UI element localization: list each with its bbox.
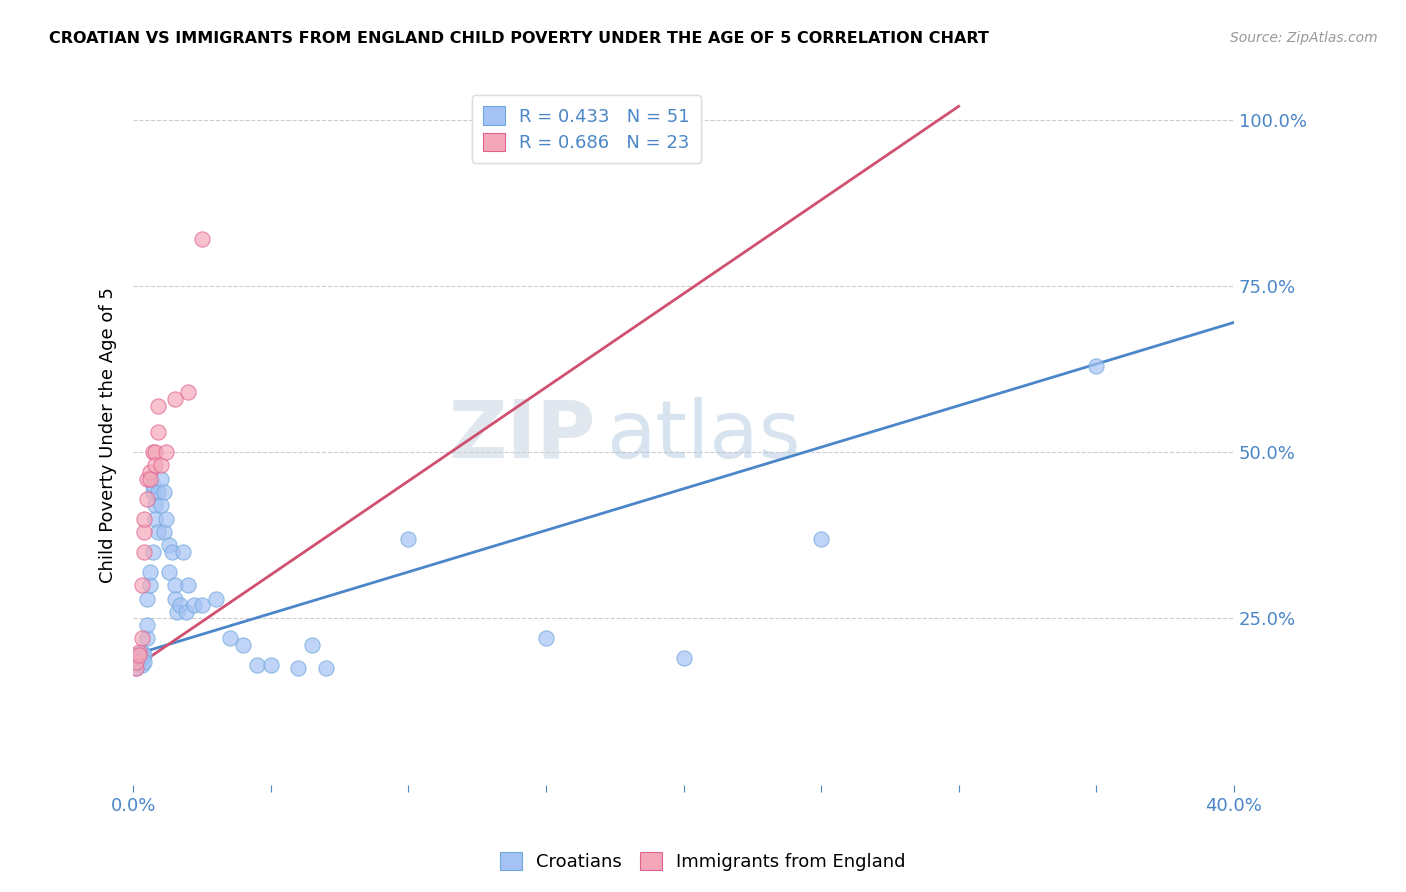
Point: [134, 512, 156, 526]
Point: [398, 532, 420, 546]
Point: [136, 632, 159, 646]
Point: [1085, 359, 1108, 373]
Point: [142, 545, 165, 559]
Point: [134, 524, 156, 539]
Point: [169, 598, 191, 612]
Point: [146, 425, 169, 440]
Point: [136, 491, 159, 506]
Point: [174, 605, 197, 619]
Legend: Croatians, Immigrants from England: Croatians, Immigrants from England: [494, 845, 912, 879]
Point: [131, 651, 153, 665]
Point: [205, 591, 228, 606]
Text: CROATIAN VS IMMIGRANTS FROM ENGLAND CHILD POVERTY UNDER THE AGE OF 5 CORRELATION: CROATIAN VS IMMIGRANTS FROM ENGLAND CHIL…: [49, 31, 988, 46]
Point: [163, 578, 186, 592]
Text: ZIP: ZIP: [449, 397, 596, 475]
Legend: R = 0.433   N = 51, R = 0.686   N = 23: R = 0.433 N = 51, R = 0.686 N = 23: [472, 95, 702, 163]
Point: [139, 578, 162, 592]
Point: [177, 385, 200, 400]
Point: [163, 392, 186, 406]
Point: [136, 591, 159, 606]
Point: [146, 524, 169, 539]
Point: [672, 651, 695, 665]
Point: [301, 638, 323, 652]
Point: [128, 655, 150, 669]
Point: [139, 472, 162, 486]
Point: [131, 645, 153, 659]
Point: [136, 472, 159, 486]
Point: [125, 661, 148, 675]
Point: [146, 399, 169, 413]
Point: [149, 458, 172, 473]
Point: [136, 618, 159, 632]
Point: [134, 648, 156, 662]
Point: [157, 565, 180, 579]
Point: [149, 472, 172, 486]
Point: [218, 632, 240, 646]
Point: [155, 445, 177, 459]
Point: [183, 598, 205, 612]
Point: [160, 545, 183, 559]
Point: [142, 478, 165, 492]
Point: [143, 512, 166, 526]
Point: [131, 578, 153, 592]
Point: [131, 658, 153, 673]
Point: [810, 532, 832, 546]
Point: [125, 655, 148, 669]
Point: [125, 661, 148, 675]
Point: [152, 524, 174, 539]
Point: [143, 458, 166, 473]
Point: [152, 485, 174, 500]
Point: [139, 565, 162, 579]
Point: [142, 445, 165, 459]
Point: [155, 512, 177, 526]
Point: [142, 485, 165, 500]
Point: [246, 658, 269, 673]
Point: [287, 661, 309, 675]
Point: [232, 638, 254, 652]
Point: [128, 645, 150, 659]
Point: [149, 499, 172, 513]
Point: [128, 648, 150, 662]
Point: [166, 605, 188, 619]
Point: [534, 632, 557, 646]
Point: [139, 465, 162, 479]
Point: [315, 661, 337, 675]
Point: [143, 499, 166, 513]
Point: [134, 655, 156, 669]
Point: [146, 485, 169, 500]
Point: [191, 598, 214, 612]
Point: [143, 445, 166, 459]
Point: [125, 648, 148, 662]
Point: [163, 591, 186, 606]
Y-axis label: Child Poverty Under the Age of 5: Child Poverty Under the Age of 5: [100, 287, 117, 583]
Point: [128, 648, 150, 662]
Text: Source: ZipAtlas.com: Source: ZipAtlas.com: [1230, 31, 1378, 45]
Point: [172, 545, 194, 559]
Point: [260, 658, 283, 673]
Point: [177, 578, 200, 592]
Point: [134, 545, 156, 559]
Text: atlas: atlas: [606, 397, 801, 475]
Point: [157, 538, 180, 552]
Point: [131, 632, 153, 646]
Point: [191, 232, 214, 246]
